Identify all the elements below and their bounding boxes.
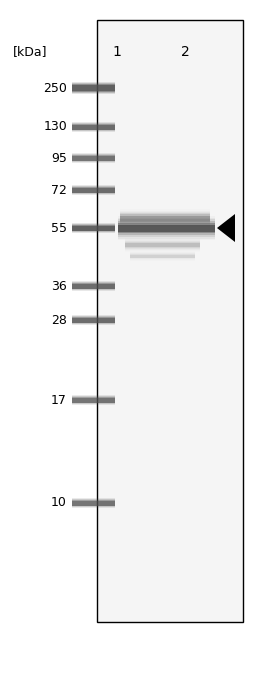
Bar [72,316,115,324]
Bar [72,188,115,193]
Text: 1: 1 [113,45,122,59]
Bar [125,240,200,250]
Bar [72,317,115,323]
Bar [120,210,210,225]
Bar [120,209,210,227]
Bar [120,214,210,222]
Bar [72,186,115,193]
Bar [72,154,115,162]
Bar [72,82,115,94]
Bar [72,122,115,132]
Bar [120,212,210,224]
Bar [118,221,215,235]
Bar [72,499,115,507]
Bar [72,124,115,130]
Bar [72,223,115,233]
Text: 36: 36 [51,279,67,292]
Bar [72,316,115,324]
Bar [118,223,215,234]
Bar [72,186,115,194]
Bar [72,123,115,131]
Bar [72,83,115,93]
Bar [118,217,215,238]
Text: [kDa]: [kDa] [13,46,47,59]
Bar [125,241,200,249]
Bar [120,213,210,223]
Bar [97,20,243,622]
Text: 28: 28 [51,313,67,326]
Bar [118,216,215,240]
Text: 72: 72 [51,184,67,197]
Bar [130,251,195,260]
Text: 55: 55 [51,221,67,234]
Bar [72,501,115,505]
Bar [72,84,115,92]
Text: 250: 250 [43,81,67,94]
Bar [72,397,115,403]
Text: 17: 17 [51,393,67,406]
Bar [72,155,115,161]
Bar [72,395,115,405]
Bar [118,225,215,232]
Bar [125,238,200,252]
Bar [72,153,115,163]
Bar [72,185,115,195]
Bar [72,500,115,506]
Text: 10: 10 [51,497,67,510]
Bar [72,225,115,232]
Bar [130,255,195,257]
Bar [130,251,195,262]
Bar [72,396,115,404]
Bar [118,219,215,237]
Bar [130,254,195,258]
Text: 2: 2 [181,45,190,59]
Bar [72,281,115,291]
Text: 130: 130 [43,120,67,133]
Polygon shape [217,214,235,242]
Bar [72,283,115,289]
Bar [72,398,115,402]
Bar [72,225,115,230]
Bar [125,242,200,248]
Bar [125,239,200,251]
Bar [72,283,115,288]
Bar [72,282,115,290]
Text: 95: 95 [51,152,67,165]
Bar [72,85,115,91]
Bar [130,252,195,260]
Bar [72,156,115,161]
Bar [120,216,210,221]
Bar [72,224,115,232]
Bar [130,253,195,259]
Bar [72,124,115,130]
Bar [72,318,115,322]
Bar [72,499,115,507]
Bar [125,243,200,247]
